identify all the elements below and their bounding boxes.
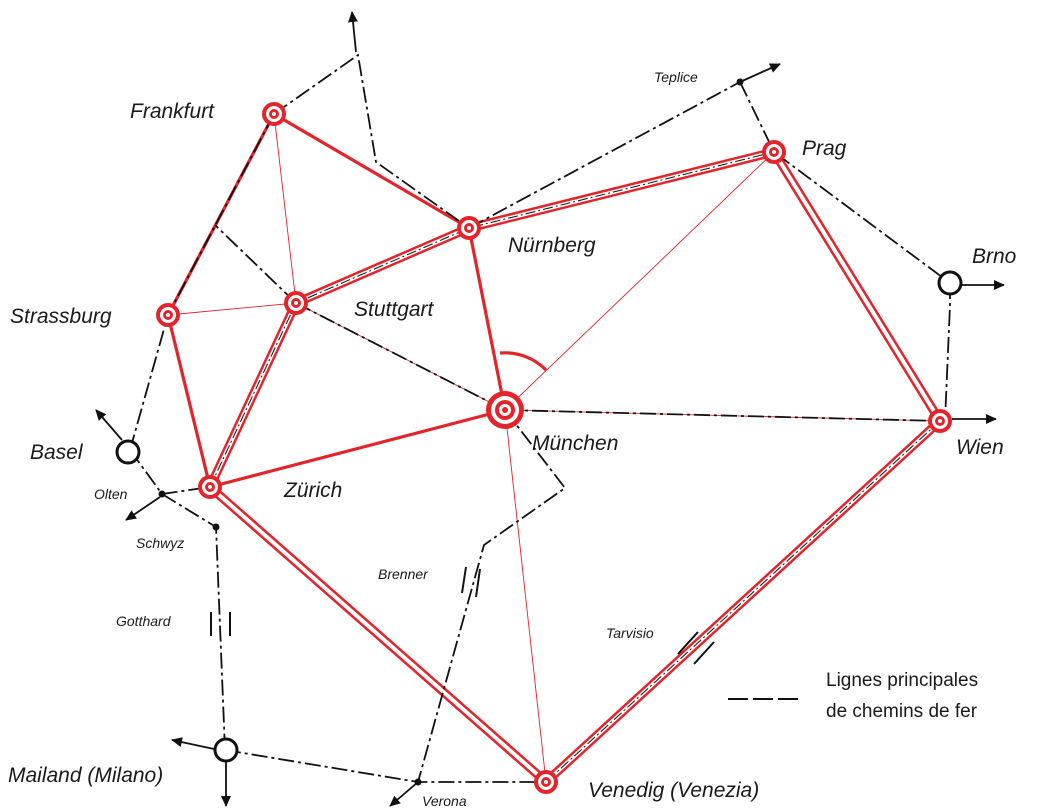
edge-stations [115,270,963,763]
rail-mailand-verona-venedig [224,749,546,783]
label-zurich: Zürich [283,479,342,502]
junction-points [158,78,744,786]
tarvisio-mark-2 [693,641,715,665]
legend-line-1: Lignes principales [826,670,978,691]
link-strassburg-stuttgart [167,302,297,316]
label-stuttgart: Stuttgart [354,298,435,321]
hub-venedig[interactable] [534,770,558,794]
hub-nurnberg[interactable] [457,216,481,240]
rail-olten-schwyz-gotthard [161,493,226,751]
link-nurnberg-munchen [467,227,507,411]
arrow-mailand-west [171,737,215,750]
label-verona: Verona [422,793,467,809]
label-teplice: Teplice [654,69,698,85]
hub-prag[interactable] [762,140,786,164]
rail-basel-olten-zurich [129,449,211,495]
station-basel[interactable] [115,439,141,465]
link-frankfurt-stuttgart [273,113,297,304]
rail-munchen-wien [504,409,941,422]
label-olten: Olten [94,486,128,502]
rail-teplice-brno [739,81,951,284]
teplice-point [736,78,744,86]
tarvisio-mark [677,631,699,655]
legend: Lignes principales de chemins de fer [728,670,978,722]
label-prag: Prag [802,137,847,160]
station-mailand[interactable] [213,737,239,763]
label-gotthard: Gotthard [116,613,172,629]
hub-strassburg[interactable] [156,303,180,327]
rail-frankfurt-north [273,53,470,229]
brenner-mark [461,566,467,594]
label-schwyz: Schwyz [136,535,184,551]
label-venedig: Venedig (Venezia) [588,779,759,802]
rail-stuttgart-frankfurt [214,224,297,304]
hubs [156,102,952,794]
link-zurich-munchen [209,408,506,489]
arrow-basel [95,409,123,441]
station-brno[interactable] [937,270,963,296]
legend-line-2: de chemins de fer [826,701,978,722]
city-labels: Frankfurt Strassburg Stuttgart Nürnberg … [8,100,1017,802]
hub-frankfurt[interactable] [262,102,286,126]
arrow-verona [389,781,419,807]
munchen-angle-arc [499,351,548,372]
outbound-arrows [95,11,1005,807]
rail-nurnberg-teplice [468,81,741,229]
trunk-rail-overlay-south [545,420,941,783]
label-basel: Basel [30,441,84,464]
arrow-north [348,11,358,53]
arrow-teplice [739,63,781,83]
tunnel-marks [210,566,715,665]
link-frankfurt-nurnberg [273,112,470,230]
rail-brno-wien [944,283,951,422]
hub-wien[interactable] [928,409,952,433]
rail-stuttgart-munchen [295,302,506,411]
label-wien: Wien [956,436,1004,459]
hub-stuttgart[interactable] [284,291,308,315]
label-brno: Brno [972,245,1017,268]
label-strassburg: Strassburg [10,305,112,328]
label-nurnberg: Nürnberg [508,234,596,257]
label-munchen: München [532,432,618,455]
rail-munchen-brenner-verona [417,409,567,783]
olten-point [158,490,166,498]
hub-zurich[interactable] [198,475,222,499]
label-brenner: Brenner [378,566,429,582]
label-mailand: Mailand (Milano) [8,764,163,787]
schwyz-point [212,523,220,531]
label-frankfurt: Frankfurt [130,100,215,123]
place-labels: Teplice Olten Schwyz Gotthard Brenner Ta… [94,69,698,809]
verona-point [414,778,422,786]
brenner-mark-2 [475,568,481,598]
link-frankfurt-strassburg-zurich [166,113,276,488]
trunk-rail-overlay [209,151,775,488]
hub-munchen[interactable] [486,391,524,429]
link-munchen-venedig [504,409,547,783]
arrow-olten [125,496,161,521]
label-tarvisio: Tarvisio [606,625,654,641]
link-munchen-prag [504,151,775,411]
